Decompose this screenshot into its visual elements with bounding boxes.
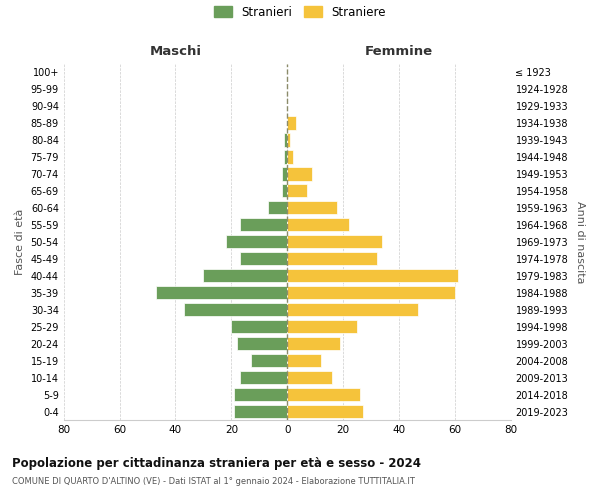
Bar (251, 354, 287, 368)
Bar (287, 405, 362, 418)
Bar (287, 201, 337, 214)
Bar (240, 371, 287, 384)
Bar (184, 303, 287, 316)
Bar (287, 168, 313, 180)
Bar (287, 134, 290, 146)
Bar (281, 168, 287, 180)
Bar (287, 252, 377, 266)
Text: Popolazione per cittadinanza straniera per età e sesso - 2024: Popolazione per cittadinanza straniera p… (12, 458, 421, 470)
Text: Maschi: Maschi (149, 46, 202, 59)
Bar (287, 150, 293, 164)
Bar (240, 218, 287, 232)
Bar (287, 388, 360, 402)
Bar (287, 184, 307, 198)
Bar (234, 405, 287, 418)
Bar (240, 252, 287, 266)
Bar (234, 388, 287, 402)
Text: COMUNE DI QUARTO D'ALTINO (VE) - Dati ISTAT al 1° gennaio 2024 - Elaborazione TU: COMUNE DI QUARTO D'ALTINO (VE) - Dati IS… (12, 478, 415, 486)
Legend: Stranieri, Straniere: Stranieri, Straniere (209, 1, 391, 24)
Bar (287, 320, 357, 334)
Text: Femmine: Femmine (365, 46, 433, 59)
Bar (284, 150, 287, 164)
Bar (203, 269, 287, 282)
Bar (287, 269, 458, 282)
Bar (287, 218, 349, 232)
Bar (287, 235, 382, 248)
Bar (281, 184, 287, 198)
Y-axis label: Anni di nascita: Anni di nascita (575, 200, 585, 283)
Bar (232, 320, 287, 334)
Bar (268, 201, 287, 214)
Bar (287, 286, 455, 300)
Bar (287, 371, 332, 384)
Bar (287, 303, 418, 316)
Bar (237, 337, 287, 350)
Bar (287, 337, 340, 350)
Bar (287, 116, 296, 130)
Bar (156, 286, 287, 300)
Bar (287, 354, 321, 368)
Bar (226, 235, 287, 248)
Y-axis label: Fasce di età: Fasce di età (15, 208, 25, 275)
Bar (284, 134, 287, 146)
